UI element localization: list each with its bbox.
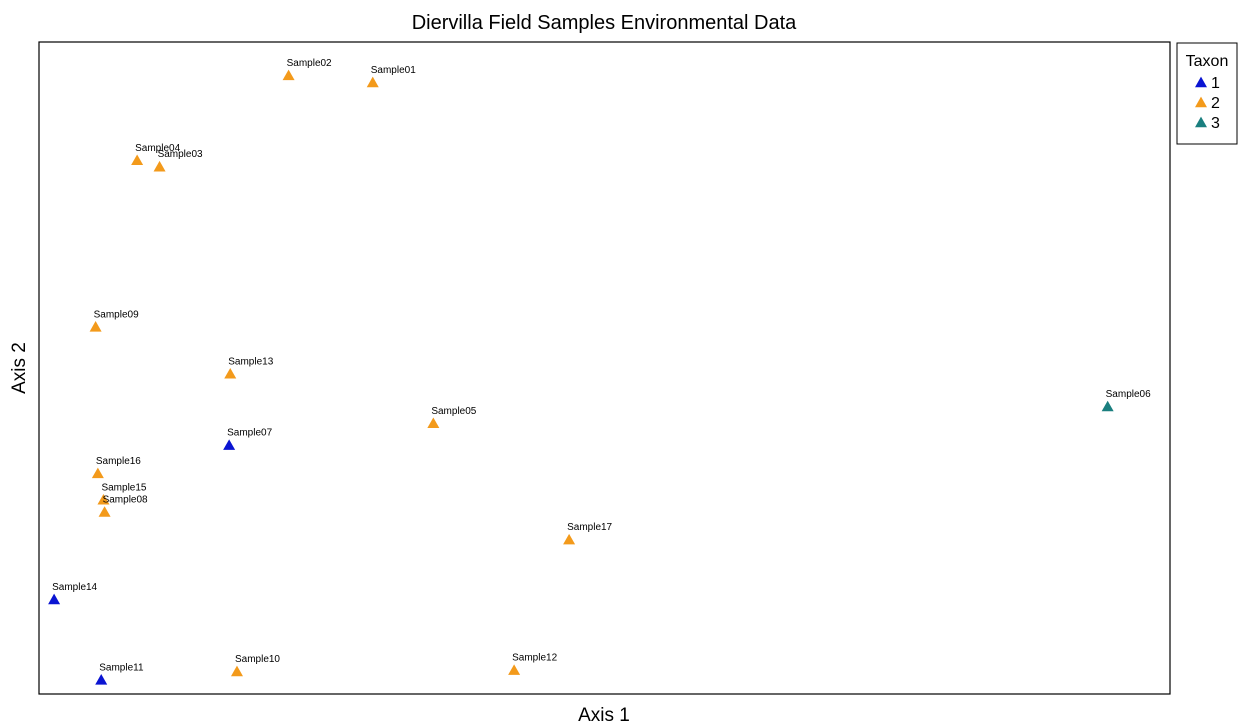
legend: Taxon 1 2 3 — [1176, 42, 1238, 145]
data-point-sample17 — [563, 533, 576, 545]
data-label-sample04: Sample04 — [135, 143, 180, 154]
data-label-sample13: Sample13 — [228, 356, 273, 367]
data-point-sample11 — [95, 674, 108, 685]
data-label-sample02: Sample02 — [287, 58, 332, 69]
data-point-sample05 — [427, 417, 440, 429]
y-axis-label: Axis 2 — [9, 342, 30, 394]
data-point-sample16 — [91, 467, 104, 479]
data-point-sample07 — [223, 439, 236, 450]
legend-entries: 1 2 3 — [1195, 75, 1220, 132]
data-label-sample12: Sample12 — [512, 653, 557, 664]
data-label-sample11: Sample11 — [99, 662, 144, 673]
legend-box — [1176, 42, 1238, 145]
data-point-sample10 — [230, 665, 243, 677]
data-point-sample08 — [98, 506, 111, 517]
data-label-sample16: Sample16 — [96, 456, 141, 467]
data-point-sample02 — [282, 69, 295, 81]
legend-marker-3 — [1195, 116, 1207, 128]
data-label-sample06: Sample06 — [1106, 389, 1151, 400]
data-label-sample05: Sample05 — [431, 406, 476, 417]
data-label-sample17: Sample17 — [567, 522, 612, 533]
data-points: Sample07 Sample14 Sample11 Sample02 Sample01… — [48, 58, 1151, 685]
legend-label-2: 2 — [1211, 95, 1220, 112]
data-point-sample14 — [48, 593, 61, 605]
data-label-sample15: Sample15 — [101, 482, 146, 493]
data-point-sample03 — [153, 160, 166, 172]
data-label-sample01: Sample01 — [371, 65, 416, 76]
legend-label-1: 1 — [1211, 75, 1220, 92]
data-point-sample15 — [97, 493, 110, 505]
x-axis-label: Axis 1 — [578, 705, 630, 724]
data-label-sample14: Sample14 — [52, 582, 97, 593]
data-label-sample08: Sample08 — [103, 495, 148, 506]
data-point-sample12 — [508, 664, 521, 675]
plot-area — [38, 41, 1171, 695]
data-point-sample13 — [224, 367, 237, 379]
data-label-sample03: Sample03 — [158, 149, 203, 160]
data-point-sample09 — [89, 321, 102, 332]
data-label-sample09: Sample09 — [94, 309, 139, 320]
legend-title: Taxon — [1186, 53, 1229, 70]
data-label-sample10: Sample10 — [235, 654, 280, 665]
data-point-sample04 — [131, 154, 144, 166]
legend-marker-1 — [1195, 76, 1207, 88]
data-label-sample07: Sample07 — [227, 428, 272, 439]
legend-label-3: 3 — [1211, 115, 1220, 132]
data-point-sample01 — [366, 76, 379, 88]
chart-title: Diervilla Field Samples Environmental Da… — [412, 12, 797, 34]
data-point-sample06 — [1101, 400, 1114, 412]
legend-marker-2 — [1195, 96, 1207, 108]
